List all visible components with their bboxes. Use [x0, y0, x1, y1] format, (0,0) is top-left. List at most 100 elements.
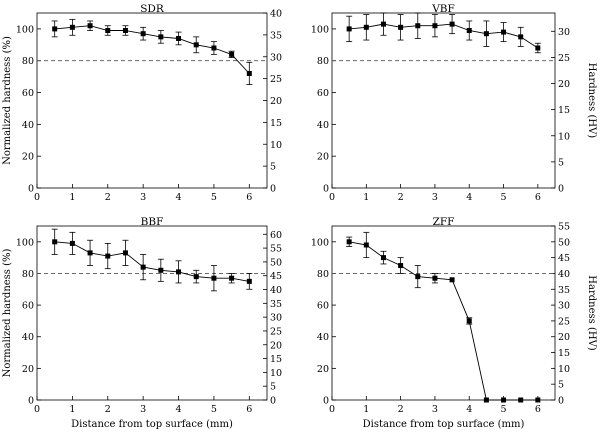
y-axis-label: Normalized hardness (%) — [2, 36, 13, 165]
y2-tick-label: 10 — [558, 364, 570, 375]
x-tick-label: 0 — [34, 404, 40, 415]
y2-tick-label: 10 — [270, 368, 282, 379]
x-tick-label: 2 — [398, 192, 404, 203]
x-tick-label: 1 — [363, 404, 369, 415]
y-tick-label: 40 — [22, 332, 34, 343]
x-tick-label: 2 — [398, 404, 404, 415]
data-point — [176, 269, 182, 275]
data-point — [483, 397, 489, 403]
y-tick-label: 100 — [16, 237, 34, 248]
data-point — [449, 21, 455, 27]
y-tick-label: 20 — [22, 152, 34, 163]
y2-tick-label: 5 — [558, 380, 564, 391]
series-line — [349, 23, 539, 49]
data-point — [105, 253, 111, 259]
data-point — [246, 278, 252, 284]
plot-frame — [36, 225, 268, 401]
y2-tick-label: 25 — [558, 53, 570, 64]
y2-tick-label: 60 — [270, 230, 282, 241]
x-tick-label: 6 — [535, 404, 541, 415]
data-point — [363, 242, 369, 248]
y2-axis-label: Hardness (HV) — [586, 63, 597, 139]
y-tick-label: 100 — [311, 24, 329, 35]
chart-title: BBF — [141, 216, 164, 228]
data-point — [246, 70, 252, 76]
data-point — [449, 277, 455, 283]
y2-tick-label: 55 — [558, 222, 570, 233]
y2-tick-label: 0 — [270, 184, 276, 195]
x-tick-label: 0 — [34, 192, 40, 203]
x-tick-label: 6 — [246, 192, 252, 203]
y2-tick-label: 0 — [558, 396, 564, 407]
y2-axis-label: Hardness (HV) — [586, 275, 597, 351]
y-tick-label: 60 — [317, 301, 329, 312]
y2-tick-label: 20 — [270, 340, 282, 351]
plot-frame — [36, 12, 268, 189]
y-tick-label: 0 — [28, 184, 34, 195]
y2-tick-label: 40 — [270, 285, 282, 296]
data-point — [466, 318, 472, 324]
data-point — [415, 274, 421, 280]
x-tick-label: 4 — [176, 192, 182, 203]
y-tick-label: 60 — [22, 301, 34, 312]
chart-title: VBF — [431, 3, 455, 15]
data-point — [193, 274, 199, 280]
y2-tick-label: 20 — [270, 96, 282, 107]
data-point — [432, 23, 438, 29]
data-point — [122, 250, 128, 256]
y-tick-label: 40 — [22, 120, 34, 131]
data-point — [140, 31, 146, 37]
y2-tick-label: 20 — [558, 332, 570, 343]
data-point — [105, 28, 111, 33]
x-tick-label: 5 — [211, 192, 217, 203]
y-tick-label: 40 — [317, 332, 329, 343]
x-tick-label: 3 — [432, 404, 438, 415]
y2-tick-label: 30 — [270, 313, 282, 324]
data-point — [87, 250, 93, 256]
y-tick-label: 0 — [323, 396, 329, 407]
data-point — [535, 45, 541, 51]
data-point — [363, 24, 369, 30]
y-tick-label: 80 — [317, 56, 329, 67]
data-point — [398, 263, 404, 269]
x-tick-label: 4 — [466, 404, 472, 415]
y-tick-label: 0 — [323, 184, 329, 195]
y2-tick-label: 25 — [558, 316, 570, 327]
data-point — [69, 24, 75, 30]
y-tick-label: 60 — [317, 88, 329, 99]
chart-title: SDR — [140, 3, 165, 15]
y2-tick-label: 35 — [270, 299, 282, 310]
data-point — [122, 28, 128, 33]
y-tick-label: 80 — [22, 56, 34, 67]
data-point — [229, 51, 235, 57]
y2-tick-label: 45 — [558, 253, 570, 264]
data-point — [483, 31, 489, 37]
data-point — [176, 35, 182, 41]
x-tick-label: 5 — [211, 404, 217, 415]
data-point — [211, 45, 217, 51]
y2-tick-label: 25 — [270, 74, 282, 85]
y2-tick-label: 25 — [270, 326, 282, 337]
data-point — [380, 255, 386, 261]
data-point — [432, 275, 438, 281]
y2-tick-label: 5 — [270, 162, 276, 173]
y2-tick-label: 0 — [270, 396, 276, 407]
data-point — [87, 23, 93, 29]
x-axis-label: Distance from top surface (mm) — [363, 419, 525, 430]
y2-tick-label: 40 — [558, 269, 570, 280]
data-point — [518, 397, 524, 403]
data-point — [415, 23, 421, 29]
x-tick-label: 1 — [69, 404, 75, 415]
x-tick-label: 3 — [140, 192, 146, 203]
y2-tick-label: 50 — [558, 237, 570, 248]
data-point — [158, 34, 164, 40]
x-tick-label: 0 — [329, 404, 335, 415]
x-tick-label: 5 — [501, 404, 507, 415]
data-point — [398, 24, 404, 30]
x-tick-label: 2 — [105, 192, 111, 203]
series-line — [54, 25, 250, 74]
data-point — [229, 275, 235, 281]
